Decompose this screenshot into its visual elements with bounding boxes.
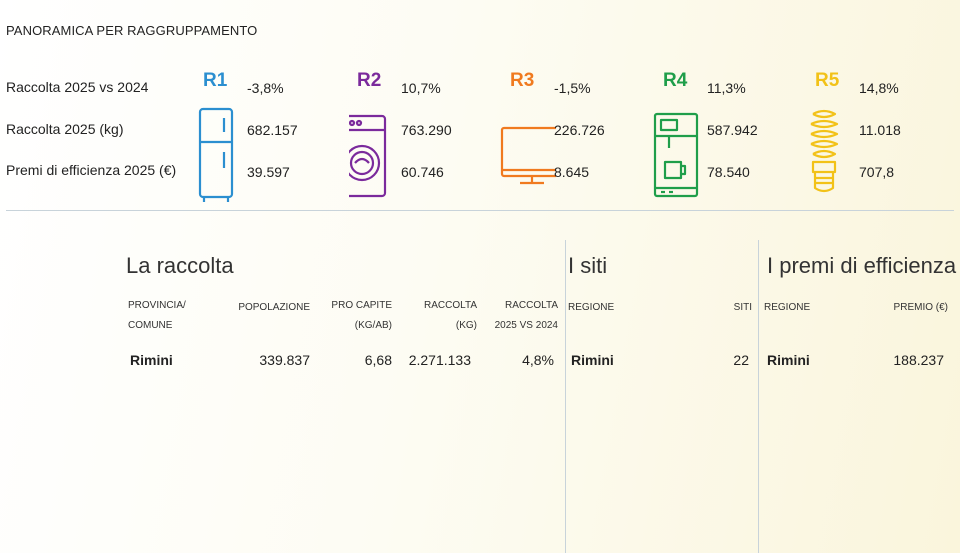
section-divider: [565, 240, 566, 553]
group-kg: 682.157: [247, 122, 298, 138]
group-code: R1: [203, 70, 228, 91]
group-premi: 39.597: [247, 164, 290, 180]
group-vs: 10,7%: [401, 80, 441, 96]
group-kg: 587.942: [707, 122, 758, 138]
group-r4[interactable]: R4 11,3% 587.942 78.540: [653, 66, 783, 206]
group-r3[interactable]: R3 -1,5% 226.726 8.645: [500, 66, 630, 206]
cell-regione[interactable]: Rimini: [571, 352, 614, 368]
group-r1[interactable]: R1 -3,8% 682.157 39.597: [198, 66, 323, 206]
header-line: 2025 VS 2024: [494, 320, 558, 331]
col-header-raccolta[interactable]: RACCOLTA (kg): [400, 296, 477, 336]
fridge-icon: [198, 107, 234, 202]
header-line: (kg/ab): [354, 320, 392, 331]
washing-machine-icon: [349, 114, 387, 198]
header-line: (kg): [455, 320, 477, 331]
cell-pro-capite: 6,68: [364, 352, 392, 368]
group-vs: -3,8%: [247, 80, 284, 96]
group-vs: 14,8%: [859, 80, 899, 96]
col-header-provincia[interactable]: PROVINCIA/ COMUNE: [128, 296, 186, 336]
section-title-premi: I premi di efficienza: [767, 253, 957, 278]
row-label-premi: Premi di efficienza 2025 (€): [6, 162, 177, 178]
cell-premio: 188.237: [893, 352, 944, 368]
col-header-vs[interactable]: RACCOLTA 2025 VS 2024: [480, 296, 558, 336]
header-line: RACCOLTA: [424, 300, 477, 311]
cell-popolazione: 339.837: [259, 352, 310, 368]
col-header-popolazione[interactable]: POPOLAZIONE: [238, 302, 310, 313]
header-line: RACCOLTA: [505, 300, 558, 311]
col-header-regione[interactable]: REGIONE: [568, 302, 615, 313]
col-header-siti[interactable]: SITI: [733, 302, 752, 313]
group-code: R3: [510, 70, 535, 91]
group-code: R2: [357, 70, 382, 91]
header-line: COMUNE: [128, 320, 173, 331]
group-premi: 707,8: [859, 164, 895, 180]
cell-raccolta: 2.271.133: [408, 352, 471, 368]
group-kg: 226.726: [554, 122, 605, 138]
group-code: R5: [815, 70, 840, 91]
section-title-siti: I siti: [568, 253, 608, 278]
group-kg: 11.018: [859, 122, 901, 138]
group-kg: 763.290: [401, 122, 452, 138]
header-line: PRO CAPITE: [331, 300, 392, 311]
cell-vs: 4,8%: [522, 352, 554, 368]
page-title: PANORAMICA PER RAGGRUPPAMENTO: [6, 23, 258, 38]
row-label-raccolta-kg: Raccolta 2025 (kg): [6, 121, 124, 137]
section-divider: [758, 240, 759, 553]
cell-siti: 22: [733, 352, 749, 368]
horizontal-divider: [6, 210, 954, 211]
row-label-raccolta-vs: Raccolta 2025 vs 2024: [6, 79, 149, 95]
light-bulb-icon: [810, 109, 839, 193]
col-header-pro-capite[interactable]: PRO CAPITE (kg/ab): [316, 296, 392, 336]
col-header-premio[interactable]: PREMIO (€): [893, 302, 948, 313]
header-line: PROVINCIA/: [128, 300, 186, 311]
section-title-raccolta: La raccolta: [126, 253, 234, 278]
cell-regione[interactable]: Rimini: [767, 352, 810, 368]
cell-comune[interactable]: Rimini: [130, 352, 173, 368]
group-premi: 8.645: [554, 164, 590, 180]
coffee-machine-icon: [653, 112, 699, 198]
group-r5[interactable]: R5 14,8% 11.018 707,8: [810, 66, 935, 206]
group-vs: -1,5%: [554, 80, 591, 96]
group-premi: 78.540: [707, 164, 750, 180]
col-header-regione[interactable]: REGIONE: [764, 302, 811, 313]
group-r2[interactable]: R2 10,7% 763.290 60.746: [349, 66, 477, 206]
monitor-icon: [500, 126, 556, 185]
group-vs: 11,3%: [707, 80, 746, 96]
group-premi: 60.746: [401, 164, 444, 180]
group-code: R4: [663, 70, 688, 91]
